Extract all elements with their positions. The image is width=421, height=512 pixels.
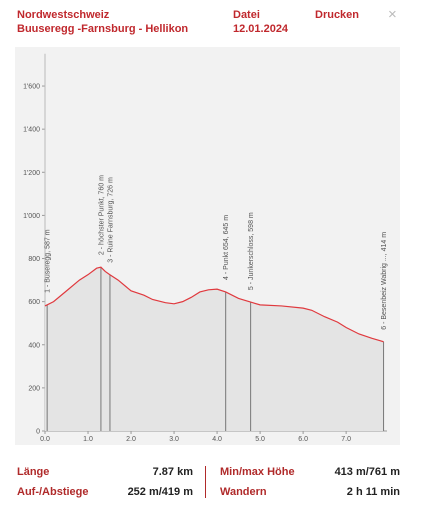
stat-label: Wandern [220,486,267,498]
waypoint-label: 2 - höchster Punkt, 760 m [98,175,105,255]
y-tick-label: 800 [28,256,40,263]
y-tick-label: 0 [36,429,40,436]
divider [205,466,206,498]
waypoint-label: 6 - Besenbeiz Wabrig ..., 414 m [381,232,388,330]
waypoint-label: 4 - Punkt 654, 645 m [223,215,230,280]
menu-file[interactable]: Datei [233,9,260,21]
y-tick-label: 1'600 [23,84,40,91]
stat-value: 413 m/761 m [334,466,400,478]
x-tick-label: 3.0 [169,436,179,443]
profile-line [44,266,384,343]
waypoint-label: 1 - Buseregg, 587 m [45,229,52,293]
stat-label: Auf-/Abstiege [17,486,89,498]
x-tick-label: 5.0 [255,436,265,443]
close-button[interactable]: × [388,6,397,23]
y-tick-label: 600 [28,299,40,306]
x-tick-label: 2.0 [126,436,136,443]
x-tick-label: 1.0 [83,436,93,443]
stat-value: 2 h 11 min [346,486,400,498]
subtitle: Buuseregg -Farnsburg - Hellikon [17,23,189,35]
stat-label: Min/max Höhe [220,466,295,478]
stat-value: 7.87 km [152,466,193,478]
y-tick-label: 200 [28,385,40,392]
y-tick-label: 1'200 [23,170,40,177]
x-tick-label: 6.0 [298,436,308,443]
x-tick-label: 4.0 [212,436,222,443]
x-tick-label: 7.0 [341,436,351,443]
menu-print[interactable]: Drucken [315,9,360,21]
x-tick-label: 0.0 [40,436,50,443]
stat-label: Länge [17,466,50,478]
date: 12.01.2024 [233,23,289,35]
waypoint-label: 5 - Junkerschloss, 598 m [248,212,255,290]
title: Nordwestschweiz [17,9,110,21]
y-tick-label: 400 [28,342,40,349]
y-tick-label: 1'000 [23,213,40,220]
waypoint-label: 3 - Ruine Farnsburg, 726 m [107,177,114,263]
stat-value: 252 m/419 m [127,486,193,498]
y-tick-label: 1'400 [23,127,40,134]
